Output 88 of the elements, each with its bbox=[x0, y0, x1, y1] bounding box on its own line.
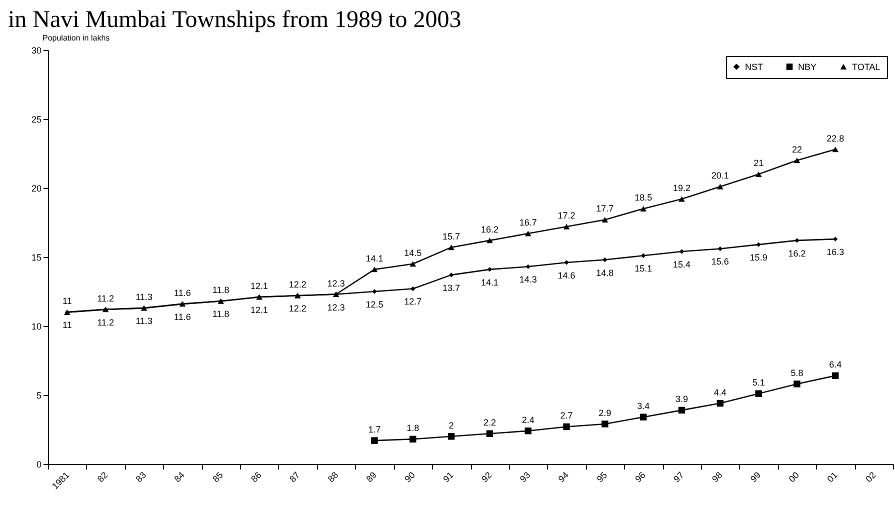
data-label: 11.6 bbox=[174, 312, 191, 322]
y-tick-label: 0 bbox=[36, 460, 42, 470]
data-label: 15.4 bbox=[672, 259, 691, 270]
x-tick-label: 86 bbox=[249, 470, 264, 484]
data-label: 2 bbox=[448, 420, 454, 430]
y-tick-label: 30 bbox=[31, 46, 42, 56]
x-tick-label: 87 bbox=[288, 470, 302, 484]
x-tick-label: 00 bbox=[786, 470, 802, 484]
data-label: 17.7 bbox=[596, 204, 614, 214]
data-label: 2.7 bbox=[560, 410, 573, 421]
data-label: 16.2 bbox=[480, 224, 498, 234]
y-tick-label: 5 bbox=[36, 390, 42, 400]
data-label: 4.4 bbox=[714, 387, 726, 398]
data-label: 11.2 bbox=[97, 293, 114, 304]
data-label: 11 bbox=[62, 320, 72, 330]
y-tick-label: 20 bbox=[31, 184, 42, 194]
data-label: 11.8 bbox=[212, 285, 230, 296]
x-tick-label: 83 bbox=[134, 470, 148, 484]
data-label: 16.3 bbox=[826, 247, 844, 258]
x-tick-label: 02 bbox=[864, 470, 878, 484]
x-tick-label: 01 bbox=[825, 470, 840, 484]
data-label: 14.5 bbox=[404, 248, 422, 258]
data-label: 11.8 bbox=[212, 309, 230, 320]
x-tick-label: 82 bbox=[95, 470, 110, 484]
data-label: 12.2 bbox=[288, 280, 306, 290]
data-label: 11.2 bbox=[97, 317, 114, 328]
data-label: 5.8 bbox=[790, 368, 804, 378]
data-label: 15.9 bbox=[750, 252, 768, 263]
data-label: 15.6 bbox=[711, 256, 729, 267]
data-label: 16.2 bbox=[788, 248, 806, 258]
data-label: 15.1 bbox=[634, 264, 652, 274]
data-label: 1.7 bbox=[368, 424, 381, 435]
data-label: 12.3 bbox=[327, 302, 345, 312]
data-label: 2.2 bbox=[483, 418, 496, 428]
data-label: 11.3 bbox=[136, 292, 152, 302]
data-label: 22.8 bbox=[826, 133, 844, 144]
data-label: 14.1 bbox=[366, 253, 384, 264]
data-label: 17.2 bbox=[558, 210, 576, 221]
data-label: 16.7 bbox=[519, 218, 537, 228]
x-tick-label: 90 bbox=[402, 470, 417, 484]
y-tick-label: 25 bbox=[31, 114, 42, 124]
legend-label: TOTAL bbox=[852, 62, 880, 72]
data-label: 14.3 bbox=[519, 274, 537, 285]
data-label: 2.9 bbox=[598, 408, 612, 418]
data-label: 12.1 bbox=[250, 281, 268, 292]
data-label: 1.8 bbox=[406, 423, 420, 434]
data-label: 11.6 bbox=[174, 288, 191, 298]
data-label: 14.6 bbox=[558, 270, 576, 281]
chart-title: in Navi Mumbai Townships from 1989 to 2003 bbox=[8, 7, 462, 33]
data-label: 21 bbox=[754, 158, 764, 168]
x-tick-label: 96 bbox=[633, 470, 648, 484]
data-label: 22 bbox=[792, 144, 802, 154]
data-label: 6.4 bbox=[829, 360, 842, 370]
data-label: 11.3 bbox=[136, 316, 152, 326]
data-label: 13.7 bbox=[442, 282, 460, 293]
data-label: 14.8 bbox=[596, 268, 614, 278]
data-label: 15.7 bbox=[442, 231, 460, 242]
x-tick-label: 99 bbox=[748, 470, 763, 484]
y-tick-label: 15 bbox=[31, 252, 42, 262]
data-label: 2.4 bbox=[522, 414, 534, 425]
data-label: 14.1 bbox=[480, 277, 498, 288]
x-tick-label: 89 bbox=[364, 470, 379, 484]
data-label: 12.3 bbox=[327, 278, 345, 288]
y-axis-title: Population in lakhs bbox=[42, 34, 110, 42]
x-tick-label: 98 bbox=[710, 470, 724, 484]
data-label: 11 bbox=[62, 296, 72, 306]
x-tick-label: 84 bbox=[172, 470, 186, 484]
data-label: 19.2 bbox=[672, 183, 691, 194]
x-tick-label: 88 bbox=[326, 470, 340, 484]
x-tick-label: 91 bbox=[441, 470, 456, 484]
data-label: 3.4 bbox=[637, 401, 650, 412]
legend-label: NBY bbox=[798, 62, 817, 72]
data-label: 18.5 bbox=[634, 192, 652, 203]
data-label: 12.5 bbox=[366, 300, 384, 310]
x-tick-label: 95 bbox=[594, 470, 609, 484]
x-tick-label: 97 bbox=[672, 470, 686, 484]
data-label: 5.1 bbox=[752, 378, 765, 388]
y-tick-label: 10 bbox=[31, 322, 42, 332]
data-label: 3.9 bbox=[675, 394, 688, 404]
x-tick-label: 85 bbox=[210, 470, 225, 484]
x-tick-label: 93 bbox=[518, 470, 532, 484]
data-label: 12.2 bbox=[288, 304, 306, 314]
data-label: 12.1 bbox=[250, 305, 268, 316]
legend-label: NST bbox=[745, 62, 764, 72]
data-label: 20.1 bbox=[711, 170, 729, 181]
x-tick-label: 92 bbox=[480, 470, 494, 484]
data-label: 12.7 bbox=[404, 296, 422, 307]
x-tick-label: 94 bbox=[556, 470, 571, 484]
